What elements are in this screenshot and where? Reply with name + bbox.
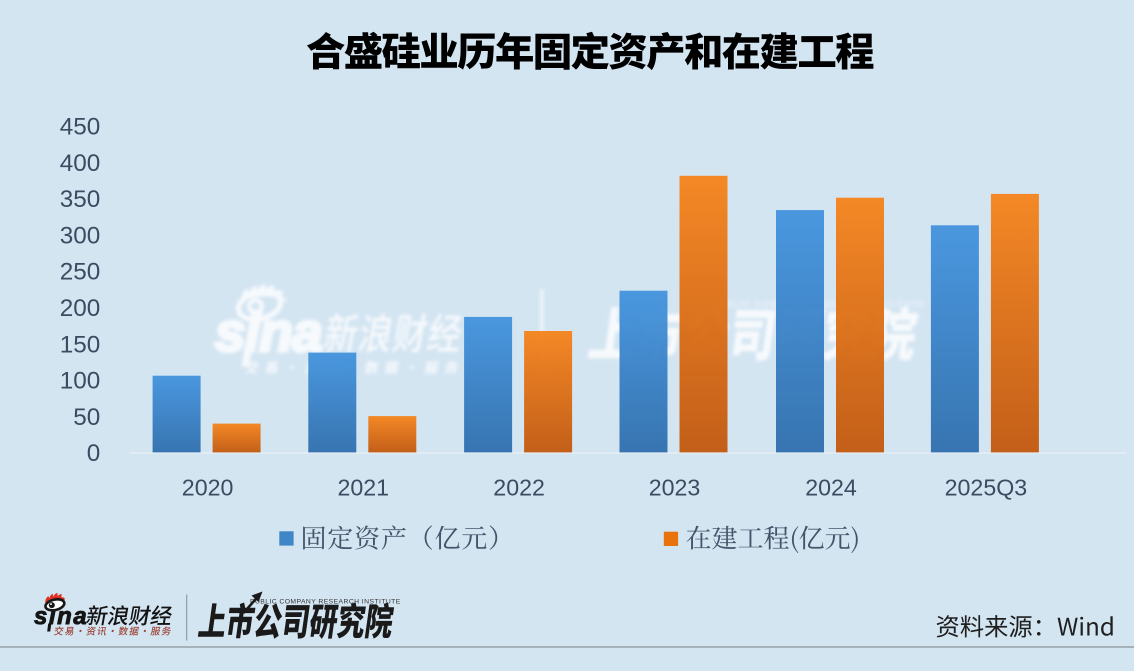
svg-text:PUBLIC COMPANY RESEARCH INSTIT: PUBLIC COMPANY RESEARCH INSTITUTE <box>250 598 401 605</box>
svg-text:350: 350 <box>60 186 101 213</box>
svg-text:200: 200 <box>60 295 101 322</box>
svg-text:450: 450 <box>60 114 101 141</box>
svg-text:0: 0 <box>87 440 101 467</box>
svg-text:2021: 2021 <box>338 474 390 500</box>
svg-text:2020: 2020 <box>182 474 234 500</box>
svg-text:100: 100 <box>60 368 101 395</box>
svg-text:150: 150 <box>60 331 101 358</box>
svg-text:50: 50 <box>73 404 100 431</box>
svg-text:2025Q3: 2025Q3 <box>945 474 1028 500</box>
svg-text:2023: 2023 <box>649 474 701 500</box>
svg-text:2024: 2024 <box>805 474 857 500</box>
svg-text:2022: 2022 <box>493 474 545 500</box>
svg-text:400: 400 <box>60 150 101 177</box>
svg-text:300: 300 <box>60 222 101 249</box>
svg-text:250: 250 <box>60 259 101 286</box>
